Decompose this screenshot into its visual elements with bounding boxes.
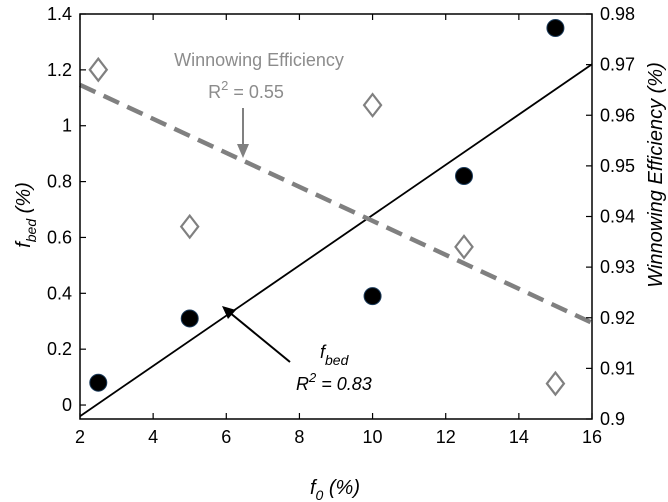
we-annotation-r2: R2 = 0.55 [208, 78, 284, 102]
y-right-tick-label: 0.93 [600, 257, 635, 277]
winnowing-fit-line [79, 82, 593, 325]
y-right-tick-label: 0.97 [600, 55, 635, 75]
we-annotation-arrow [237, 108, 249, 158]
y-right-tick-label: 0.94 [600, 207, 635, 227]
y-right-axis-label: Winnowing Efficiency (%) [645, 62, 667, 287]
x-tick-label: 2 [75, 427, 85, 447]
y-left-tick-label: 0.4 [47, 283, 72, 303]
winnowing-point [179, 213, 200, 240]
fbed-fit-line [79, 63, 593, 417]
x-tick-label: 6 [221, 427, 231, 447]
y-right-tick-label: 0.98 [600, 4, 635, 24]
fbed-annotation-title: fbed [320, 342, 350, 368]
x-tick-label: 16 [582, 427, 602, 447]
winnowing-point [545, 370, 566, 397]
y-right-tick-label: 0.95 [600, 156, 635, 176]
y-left-tick-label: 0.2 [47, 339, 72, 359]
x-tick-label: 10 [363, 427, 383, 447]
axis-ticks: 2 4 6 8 10 12 14 16 0 0.2 0.4 0.6 0.8 1 1.2 1.4 0.9 0.91 0… [47, 4, 635, 447]
x-tick-label: 14 [509, 427, 529, 447]
y-right-tick-label: 0.9 [600, 409, 625, 429]
we-annotation-title: Winnowing Efficiency [174, 50, 344, 70]
y-left-tick-label: 0.8 [47, 172, 72, 192]
y-right-tick-label: 0.91 [600, 358, 635, 378]
plot-frame [79, 13, 593, 420]
y-left-tick-label: 1 [62, 116, 72, 136]
x-axis-label: f0 (%) [310, 477, 360, 502]
y-left-tick-label: 0.6 [47, 227, 72, 247]
y-left-tick-label: 0 [62, 395, 72, 415]
fbed-point [180, 309, 199, 328]
x-tick-label: 12 [436, 427, 456, 447]
data-points [88, 18, 566, 397]
fit-lines [79, 63, 593, 417]
x-tick-label: 4 [148, 427, 158, 447]
y-left-tick-label: 1.2 [47, 60, 72, 80]
x-tick-label: 8 [294, 427, 304, 447]
y-left-axis-label: fbed (%) [13, 182, 39, 248]
winnowing-point [454, 234, 474, 260]
y-right-tick-label: 0.92 [600, 308, 635, 328]
y-right-tick-label: 0.96 [600, 105, 635, 125]
fbed-annotation-arrow [222, 306, 291, 363]
winnowing-point [88, 56, 109, 83]
fbed-annotation-r2: R2 = 0.83 [296, 370, 372, 394]
y-left-tick-label: 1.4 [47, 4, 72, 24]
fbed-point [363, 287, 382, 306]
winnowing-point [362, 92, 383, 118]
fbed-point [89, 373, 108, 392]
fbed-point [546, 18, 565, 37]
fbed-point [455, 167, 473, 185]
